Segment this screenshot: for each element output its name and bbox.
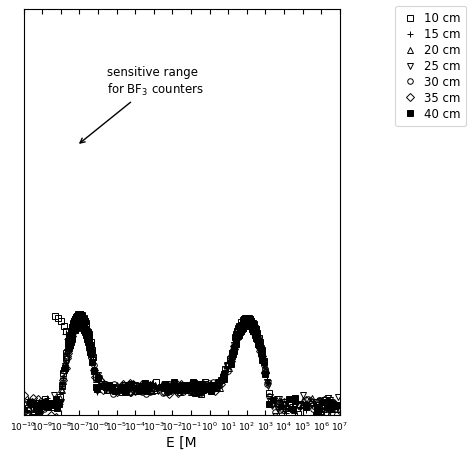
30 cm bbox=[110, 392, 116, 397]
20 cm bbox=[77, 314, 83, 320]
Line: 40 cm: 40 cm bbox=[27, 321, 339, 425]
15 cm bbox=[25, 407, 30, 413]
10 cm bbox=[283, 421, 289, 426]
10 cm bbox=[76, 312, 82, 317]
40 cm bbox=[107, 382, 112, 388]
25 cm bbox=[67, 337, 73, 343]
40 cm bbox=[76, 322, 81, 328]
25 cm bbox=[229, 350, 235, 355]
15 cm bbox=[67, 331, 73, 337]
25 cm bbox=[301, 392, 306, 398]
35 cm bbox=[100, 388, 106, 393]
20 cm bbox=[196, 388, 202, 394]
Legend: 10 cm, 15 cm, 20 cm, 25 cm, 30 cm, 35 cm, 40 cm: 10 cm, 15 cm, 20 cm, 25 cm, 30 cm, 35 cm… bbox=[396, 6, 466, 126]
20 cm bbox=[328, 415, 333, 421]
35 cm bbox=[21, 392, 27, 397]
25 cm bbox=[335, 394, 341, 399]
X-axis label: E [M: E [M bbox=[167, 435, 197, 449]
10 cm bbox=[254, 330, 260, 336]
10 cm bbox=[25, 405, 31, 411]
Line: 25 cm: 25 cm bbox=[21, 316, 341, 418]
10 cm bbox=[334, 403, 340, 408]
25 cm bbox=[76, 316, 81, 322]
25 cm bbox=[21, 410, 27, 415]
15 cm bbox=[27, 399, 33, 405]
10 cm bbox=[79, 313, 85, 319]
30 cm bbox=[65, 348, 71, 354]
15 cm bbox=[205, 385, 211, 390]
20 cm bbox=[76, 315, 81, 320]
35 cm bbox=[231, 346, 236, 352]
Line: 30 cm: 30 cm bbox=[21, 318, 342, 424]
Line: 10 cm: 10 cm bbox=[25, 312, 340, 426]
Line: 35 cm: 35 cm bbox=[21, 320, 337, 421]
15 cm bbox=[237, 323, 243, 329]
20 cm bbox=[67, 335, 73, 341]
30 cm bbox=[201, 387, 207, 392]
20 cm bbox=[22, 401, 27, 406]
40 cm bbox=[309, 419, 315, 425]
15 cm bbox=[328, 404, 333, 410]
10 cm bbox=[63, 354, 68, 360]
35 cm bbox=[257, 345, 262, 351]
25 cm bbox=[61, 369, 67, 375]
15 cm bbox=[77, 313, 83, 319]
40 cm bbox=[27, 399, 33, 405]
35 cm bbox=[243, 321, 249, 327]
20 cm bbox=[60, 378, 66, 384]
25 cm bbox=[329, 413, 335, 418]
30 cm bbox=[21, 400, 26, 406]
35 cm bbox=[89, 355, 94, 361]
40 cm bbox=[165, 388, 170, 394]
Line: 15 cm: 15 cm bbox=[25, 313, 333, 419]
30 cm bbox=[51, 419, 57, 424]
25 cm bbox=[72, 320, 78, 326]
30 cm bbox=[91, 362, 96, 368]
20 cm bbox=[92, 366, 97, 372]
35 cm bbox=[77, 320, 83, 325]
20 cm bbox=[304, 402, 310, 408]
10 cm bbox=[246, 315, 252, 321]
30 cm bbox=[228, 353, 234, 358]
35 cm bbox=[32, 416, 37, 421]
Line: 20 cm: 20 cm bbox=[22, 314, 342, 421]
40 cm bbox=[76, 321, 82, 327]
40 cm bbox=[244, 322, 249, 328]
40 cm bbox=[230, 351, 236, 357]
30 cm bbox=[177, 383, 183, 389]
15 cm bbox=[244, 316, 249, 322]
40 cm bbox=[313, 413, 319, 418]
15 cm bbox=[326, 413, 331, 419]
35 cm bbox=[332, 400, 337, 406]
30 cm bbox=[337, 408, 342, 414]
30 cm bbox=[76, 318, 82, 323]
10 cm bbox=[235, 328, 240, 333]
40 cm bbox=[333, 403, 339, 408]
10 cm bbox=[85, 330, 91, 336]
Text: sensitive range
for BF$_3$ counters: sensitive range for BF$_3$ counters bbox=[80, 66, 204, 143]
20 cm bbox=[337, 406, 342, 412]
35 cm bbox=[234, 335, 240, 341]
15 cm bbox=[42, 401, 47, 407]
25 cm bbox=[88, 345, 93, 350]
